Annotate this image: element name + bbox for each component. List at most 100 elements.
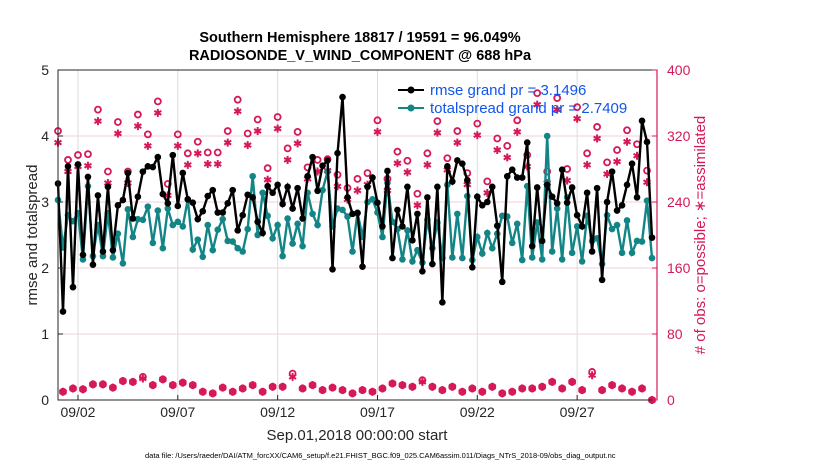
rmse-point [459, 160, 466, 168]
assimilated-obs-dot [171, 383, 175, 387]
possible-obs-marker [413, 189, 422, 198]
rmse-point [374, 199, 381, 206]
assimilated-obs-marker [468, 384, 477, 393]
totalspread-point [553, 205, 561, 212]
chart-title: Southern Hemisphere 18817 / 19591 = 96.0… [199, 30, 520, 46]
rmse-point [533, 184, 541, 191]
rmse-point [134, 193, 142, 201]
totalspread-point [558, 256, 566, 263]
rmse-point [439, 299, 446, 306]
rmse-point [224, 200, 232, 207]
totalspread-point [339, 206, 346, 214]
legend: rmse grand pr = 3.1496 totalspread grand… [398, 82, 627, 117]
rmse-point [229, 186, 237, 194]
assimilated-obs-marker [553, 105, 562, 114]
rmse-point [239, 211, 246, 219]
possible-obs-marker [583, 149, 592, 158]
totalspread-point [149, 239, 157, 247]
rmse-point [284, 183, 291, 191]
assimilated-obs-dot [156, 111, 160, 115]
totalspread-point [449, 254, 456, 261]
assimilated-obs-marker [218, 383, 227, 392]
assimilated-obs-dot [260, 389, 265, 394]
possible-obs-marker [353, 174, 362, 183]
rmse-point [169, 151, 177, 159]
rmse-point [379, 223, 386, 230]
totalspread-point [404, 227, 411, 234]
assimilated-obs-dot [295, 141, 300, 146]
assimilated-obs-marker [623, 137, 632, 146]
rmse-point [444, 163, 451, 170]
assimilated-obs-dot [490, 385, 495, 389]
rmse-point [69, 283, 77, 291]
assimilated-obs-dot [136, 124, 140, 128]
totalspread-point [114, 230, 122, 237]
x-tick-label: 09/07 [160, 404, 195, 420]
assimilated-obs-dot [111, 385, 115, 390]
assimilated-obs-dot [605, 172, 609, 176]
rmse-point [623, 181, 631, 189]
totalspread-point [79, 256, 87, 263]
rmse-point [109, 246, 117, 254]
assimilated-obs-dot [395, 161, 400, 166]
rmse-point [149, 163, 157, 171]
possible-obs-marker [603, 158, 611, 167]
x-tick-label: 09/17 [360, 404, 395, 420]
totalspread-point [239, 248, 246, 255]
assimilated-obs-dot [510, 389, 515, 394]
assimilated-obs-marker [593, 134, 602, 143]
assimilated-obs-dot [555, 107, 559, 112]
plot-frame [57, 69, 658, 401]
assimilated-obs-marker [358, 386, 367, 395]
x-tick-label: 09/02 [60, 404, 95, 420]
totalspread-point [289, 240, 296, 247]
assimilated-obs-dot [96, 119, 100, 123]
rmse-point [334, 149, 341, 157]
totalspread-point [518, 256, 526, 264]
totalspread-point [254, 231, 261, 239]
assimilated-obs-marker [293, 139, 302, 148]
rmse-point [189, 199, 197, 206]
possible-obs-marker [213, 148, 222, 157]
possible-obs-marker [533, 89, 542, 97]
chart-subtitle: RADIOSONDE_V_WIND_COMPONENT @ 688 hPa [189, 48, 532, 64]
rmse-point [199, 207, 207, 215]
assimilated-obs-marker [368, 387, 377, 396]
assimilated-obs-dot [550, 380, 554, 384]
rmse-point [429, 260, 436, 268]
assimilated-obs-dot [560, 386, 564, 391]
assimilated-obs-marker [473, 131, 482, 140]
assimilated-obs-dot [470, 386, 475, 391]
rmse-point [643, 138, 651, 146]
assimilated-obs-dot [615, 159, 619, 164]
rmse-point [79, 251, 87, 259]
rmse-point [618, 202, 626, 209]
assimilated-obs-dot [350, 391, 355, 396]
assimilated-obs-dot [235, 109, 240, 114]
assimilated-obs-dot [101, 382, 105, 387]
rmse-point [518, 174, 526, 181]
rmse-point [129, 215, 137, 222]
x-tick-label: 09/12 [260, 404, 295, 420]
assimilated-obs-marker [253, 127, 262, 136]
assimilated-obs-dot [86, 163, 90, 168]
rmse-point [309, 153, 316, 161]
totalspread-point [633, 237, 641, 245]
assimilated-obs-marker [453, 138, 462, 147]
rmse-point [434, 183, 441, 191]
assimilated-obs-marker [108, 383, 117, 392]
assimilated-obs-marker [83, 161, 92, 170]
totalspread-point [309, 210, 316, 218]
possible-obs-marker [633, 140, 641, 149]
possible-obs-marker [593, 123, 601, 131]
assimilated-obs-marker [348, 389, 357, 398]
possible-obs-marker [443, 154, 452, 163]
rmse-point [164, 200, 172, 207]
rmse-point [503, 172, 511, 180]
assimilated-obs-marker [288, 372, 297, 381]
totalspread-point [488, 244, 496, 252]
assimilated-obs-marker [78, 385, 87, 394]
assimilated-obs-dot [590, 373, 594, 378]
assimilated-obs-dot [161, 377, 165, 382]
assimilated-obs-marker [338, 386, 347, 395]
